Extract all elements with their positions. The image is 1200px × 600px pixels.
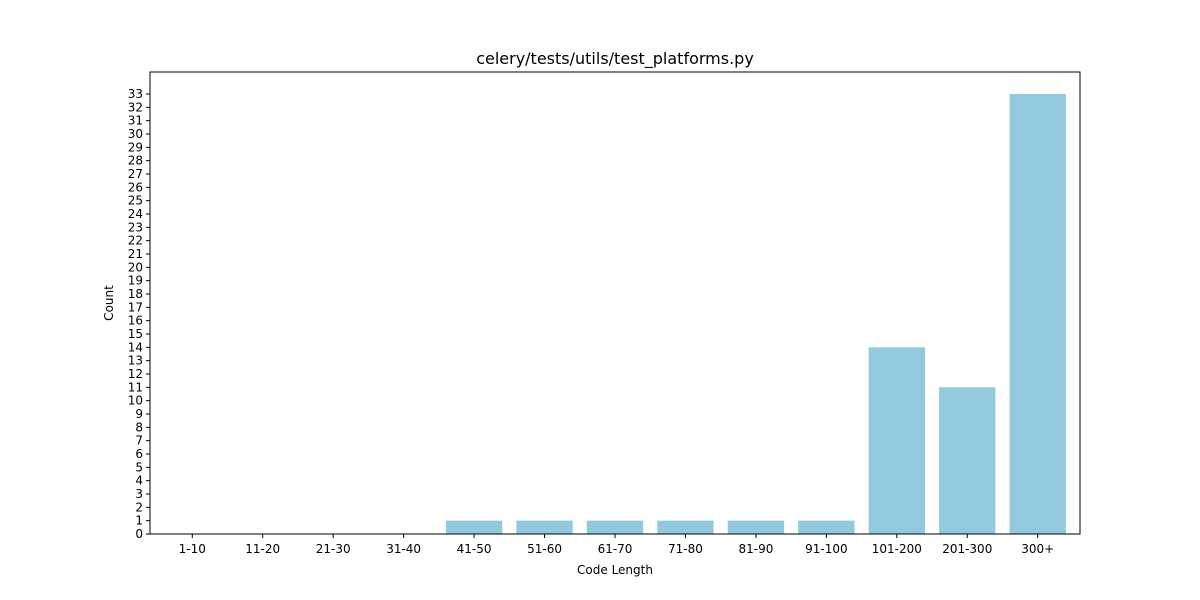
y-axis-title: Count bbox=[102, 285, 116, 321]
y-tick-label: 23 bbox=[128, 220, 143, 234]
bar-81-90 bbox=[727, 520, 785, 534]
y-tick-label: 26 bbox=[128, 180, 143, 194]
y-axis: 0123456789101112131415161718192021222324… bbox=[128, 87, 150, 541]
x-axis-title: Code Length bbox=[577, 563, 653, 577]
x-tick-label: 41-50 bbox=[457, 542, 492, 556]
x-axis: 1-10 11-20 21-30 31-40 41-50 51-60 61-70 71-80 8… bbox=[179, 534, 1054, 556]
bar-91-100 bbox=[798, 520, 855, 534]
bar-41-50 bbox=[445, 520, 503, 534]
y-tick-label: 0 bbox=[135, 527, 143, 541]
chart-title: celery/tests/utils/test_platforms.py bbox=[476, 49, 754, 69]
bar-61-70 bbox=[586, 520, 644, 534]
x-tick-label: 300+ bbox=[1021, 542, 1054, 556]
y-tick-label: 12 bbox=[128, 367, 143, 381]
y-tick-label: 14 bbox=[128, 340, 143, 354]
y-tick-label: 18 bbox=[128, 287, 143, 301]
bar-300 bbox=[1009, 94, 1066, 534]
y-tick-label: 22 bbox=[128, 234, 143, 248]
y-tick-label: 7 bbox=[135, 434, 143, 448]
y-tick-label: 6 bbox=[135, 447, 143, 461]
y-tick-label: 3 bbox=[135, 487, 143, 501]
x-tick-label: 201-300 bbox=[942, 542, 992, 556]
x-tick-label: 101-200 bbox=[872, 542, 922, 556]
y-tick-label: 2 bbox=[135, 500, 143, 514]
x-tick-label: 31-40 bbox=[386, 542, 421, 556]
y-tick-label: 5 bbox=[135, 460, 143, 474]
y-tick-label: 24 bbox=[128, 207, 143, 221]
y-tick-label: 8 bbox=[135, 420, 143, 434]
x-tick-label: 81-90 bbox=[738, 542, 773, 556]
y-tick-label: 13 bbox=[128, 354, 143, 368]
y-tick-label: 9 bbox=[135, 407, 143, 421]
bar-71-80 bbox=[657, 520, 714, 534]
y-tick-label: 19 bbox=[128, 274, 143, 288]
y-tick-label: 20 bbox=[128, 260, 143, 274]
bars-group bbox=[445, 94, 1066, 534]
x-tick-label: 51-60 bbox=[527, 542, 562, 556]
plot-frame bbox=[149, 71, 1081, 535]
y-tick-label: 25 bbox=[128, 194, 143, 208]
y-tick-label: 16 bbox=[128, 314, 143, 328]
y-tick-label: 15 bbox=[128, 327, 143, 341]
y-tick-label: 1 bbox=[135, 514, 143, 528]
y-tick-label: 21 bbox=[128, 247, 143, 261]
x-tick-label: 1-10 bbox=[179, 542, 206, 556]
y-tick-label: 31 bbox=[128, 114, 143, 128]
y-tick-label: 28 bbox=[128, 154, 143, 168]
bar-201-300 bbox=[939, 387, 996, 534]
y-tick-label: 27 bbox=[128, 167, 143, 181]
x-tick-label: 61-70 bbox=[598, 542, 633, 556]
x-tick-label: 11-20 bbox=[245, 542, 280, 556]
y-tick-label: 32 bbox=[128, 100, 143, 114]
y-tick-label: 33 bbox=[128, 87, 143, 101]
y-tick-label: 29 bbox=[128, 140, 143, 154]
y-tick-label: 4 bbox=[135, 474, 143, 488]
bar-101-200 bbox=[868, 347, 925, 534]
y-tick-label: 11 bbox=[128, 380, 143, 394]
y-tick-label: 17 bbox=[128, 300, 143, 314]
bar-51-60 bbox=[516, 520, 573, 534]
y-tick-label: 30 bbox=[128, 127, 143, 141]
y-tick-label: 10 bbox=[128, 394, 143, 408]
x-tick-label: 21-30 bbox=[316, 542, 351, 556]
x-tick-label: 71-80 bbox=[668, 542, 703, 556]
x-tick-label: 91-100 bbox=[805, 542, 848, 556]
